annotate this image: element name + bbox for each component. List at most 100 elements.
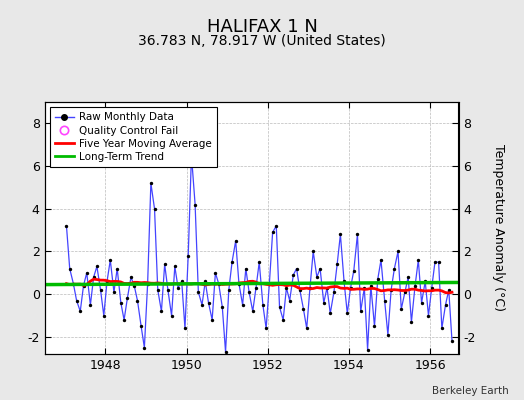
- Point: [286, 298, 294, 304]
- Point: [296, 287, 304, 293]
- Point: [106, 257, 114, 263]
- Point: [401, 289, 409, 295]
- Point: [397, 306, 406, 312]
- Point: [225, 287, 233, 293]
- Point: [110, 289, 118, 295]
- Point: [238, 302, 247, 308]
- Point: [448, 338, 456, 344]
- Point: [144, 280, 152, 287]
- Point: [245, 289, 253, 295]
- Point: [374, 276, 382, 282]
- Point: [137, 323, 145, 330]
- Point: [235, 280, 243, 287]
- Point: [184, 252, 192, 259]
- Point: [353, 231, 362, 238]
- Legend: Raw Monthly Data, Quality Control Fail, Five Year Moving Average, Long-Term Tren: Raw Monthly Data, Quality Control Fail, …: [50, 107, 217, 167]
- Point: [289, 272, 298, 278]
- Point: [150, 206, 159, 212]
- Point: [390, 265, 399, 272]
- Point: [313, 274, 321, 280]
- Point: [330, 289, 338, 295]
- Point: [356, 308, 365, 314]
- Point: [86, 302, 95, 308]
- Point: [424, 312, 433, 319]
- Point: [214, 280, 223, 287]
- Point: [394, 248, 402, 255]
- Point: [62, 223, 71, 229]
- Point: [259, 302, 267, 308]
- Point: [201, 278, 210, 284]
- Point: [113, 265, 122, 272]
- Point: [211, 270, 220, 276]
- Point: [171, 263, 179, 270]
- Point: [174, 284, 182, 291]
- Point: [194, 289, 203, 295]
- Point: [320, 300, 328, 306]
- Point: [72, 298, 81, 304]
- Point: [117, 300, 125, 306]
- Point: [221, 349, 230, 355]
- Point: [364, 346, 372, 353]
- Point: [343, 310, 352, 317]
- Point: [377, 257, 385, 263]
- Point: [133, 298, 141, 304]
- Point: [340, 278, 348, 284]
- Point: [140, 344, 149, 351]
- Point: [83, 270, 91, 276]
- Y-axis label: Temperature Anomaly (°C): Temperature Anomaly (°C): [493, 144, 506, 312]
- Text: HALIFAX 1 N: HALIFAX 1 N: [206, 18, 318, 36]
- Point: [262, 325, 270, 332]
- Point: [252, 284, 260, 291]
- Point: [265, 280, 274, 287]
- Point: [360, 284, 368, 291]
- Point: [255, 259, 264, 265]
- Point: [120, 317, 128, 323]
- Point: [187, 152, 195, 158]
- Point: [198, 302, 206, 308]
- Point: [123, 295, 132, 302]
- Point: [333, 261, 341, 268]
- Point: [387, 287, 395, 293]
- Point: [218, 304, 226, 310]
- Point: [127, 274, 135, 280]
- Point: [157, 308, 166, 314]
- Point: [160, 261, 169, 268]
- Point: [421, 278, 429, 284]
- Point: [268, 229, 277, 236]
- Point: [147, 180, 155, 186]
- Point: [306, 284, 314, 291]
- Point: [103, 278, 111, 284]
- Point: [384, 332, 392, 338]
- Point: [178, 278, 186, 284]
- Point: [350, 268, 358, 274]
- Point: [309, 248, 318, 255]
- Point: [96, 287, 105, 293]
- Point: [272, 223, 280, 229]
- Point: [66, 265, 74, 272]
- Point: [434, 259, 443, 265]
- Point: [418, 300, 426, 306]
- Point: [191, 201, 199, 208]
- Point: [411, 282, 419, 289]
- Point: [69, 280, 78, 287]
- Point: [299, 306, 308, 312]
- Point: [316, 265, 324, 272]
- Point: [326, 310, 334, 317]
- Point: [444, 287, 453, 293]
- Point: [248, 308, 257, 314]
- Point: [441, 302, 450, 308]
- Point: [414, 257, 422, 263]
- Point: [93, 263, 101, 270]
- Point: [275, 304, 283, 310]
- Point: [346, 284, 355, 291]
- Point: [302, 325, 311, 332]
- Point: [208, 317, 216, 323]
- Point: [431, 259, 439, 265]
- Point: [336, 231, 345, 238]
- Point: [407, 319, 416, 325]
- Point: [279, 317, 287, 323]
- Point: [323, 284, 331, 291]
- Point: [181, 325, 189, 332]
- Point: [292, 265, 301, 272]
- Point: [367, 282, 375, 289]
